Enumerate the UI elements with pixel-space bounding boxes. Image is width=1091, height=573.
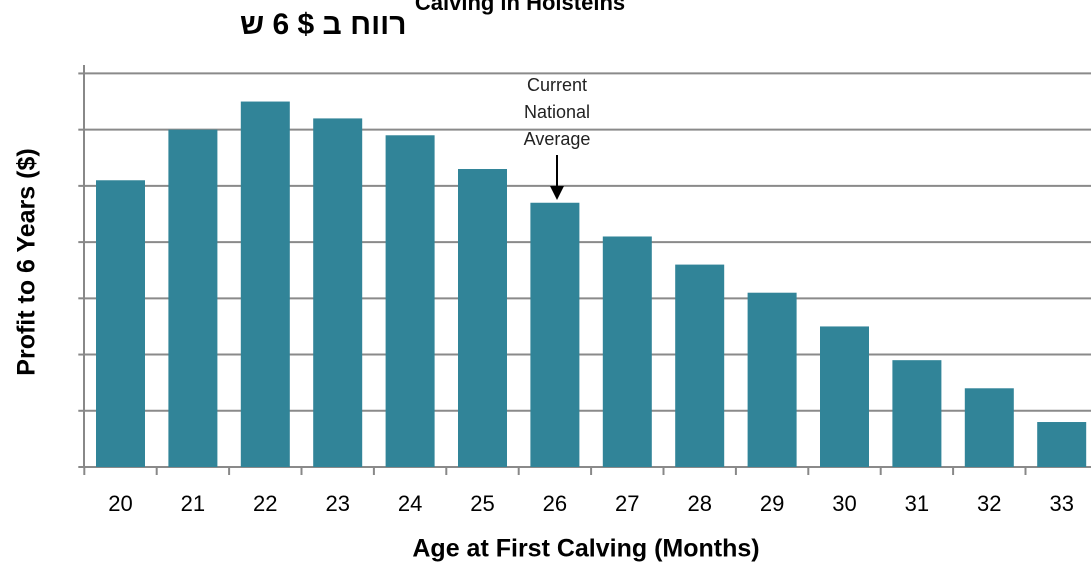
x-axis-label: Age at First Calving (Months)	[412, 535, 759, 563]
x-tick-label: 26	[543, 491, 567, 516]
x-tick-label: 28	[687, 491, 711, 516]
bars	[96, 101, 1087, 468]
bar	[820, 326, 869, 467]
annotation-line: Current	[527, 75, 587, 95]
annotation-line: Average	[524, 129, 591, 149]
y-axis-label: Profit to 6 Years ($)	[13, 148, 41, 375]
x-tick-label: 21	[181, 491, 205, 516]
chart-title: Calving in Holsteins	[415, 0, 625, 15]
bar	[96, 180, 145, 468]
chart-subtitle: רווח ב $ 6 ש	[240, 8, 406, 41]
x-tick-label: 27	[615, 491, 639, 516]
annotation-line: National	[524, 102, 590, 122]
x-tick-label: 33	[1049, 491, 1073, 516]
bar	[240, 101, 290, 467]
x-tick-label: 32	[977, 491, 1001, 516]
x-tick-label: 29	[760, 491, 784, 516]
bar	[747, 292, 797, 467]
bar	[964, 388, 1014, 467]
bar	[1037, 422, 1087, 467]
bar	[602, 236, 652, 467]
x-tick-label: 20	[108, 491, 132, 516]
annotation-arrowhead	[550, 186, 564, 200]
bar	[313, 118, 363, 467]
bar	[385, 135, 435, 467]
x-tick-label: 23	[325, 491, 349, 516]
x-tick-label: 25	[470, 491, 494, 516]
x-tick-label: 31	[905, 491, 929, 516]
bar	[892, 360, 942, 467]
bar	[458, 169, 507, 468]
x-tick-label: 22	[253, 491, 277, 516]
bar	[675, 264, 725, 467]
x-tick-label: 30	[832, 491, 856, 516]
bar	[530, 202, 580, 468]
bar	[168, 129, 218, 467]
x-tick-label: 24	[398, 491, 422, 516]
